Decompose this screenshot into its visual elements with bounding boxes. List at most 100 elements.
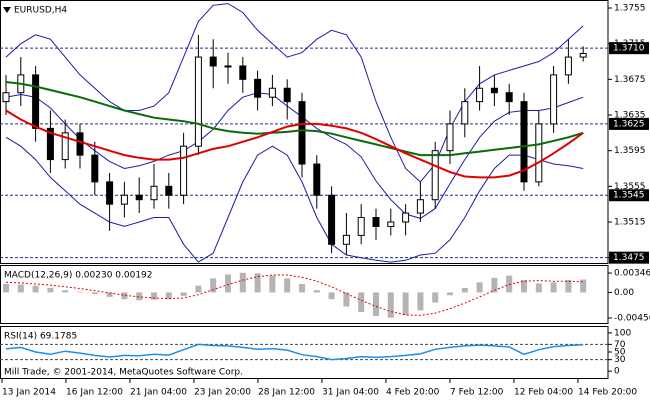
macd-bar [535,283,542,293]
macd-bar [521,280,527,293]
y-tick-label: 70 [614,340,626,350]
macd-title: MACD(12,26,9) 0.00230 0.00192 [4,271,153,281]
level-box [609,117,649,130]
candle-body [520,101,528,183]
chart-title: EURUSD,H4 [14,6,67,16]
y-tick-label: 1.3515 [614,217,646,227]
macd-bar [432,292,439,303]
x-tick-label: 31 Jan 04:00 [322,388,379,398]
candle-body [120,194,128,205]
macd-bar [461,287,468,293]
candle-body [328,194,336,245]
macd-bar [77,291,83,293]
macd-bar [17,284,24,293]
macd-bar [32,285,39,293]
macd-bar [195,285,202,293]
menu-arrow [3,7,11,13]
macd-bar [313,290,320,293]
x-tick-label: 16 Jan 12:00 [66,388,123,398]
level-label: 1.3545 [613,191,645,201]
macd-bar [491,277,498,293]
y-tick-label: 1.3675 [614,75,646,85]
candle-body [91,154,99,183]
candle-body [2,92,10,103]
y-tick-label: 50 [614,348,626,358]
moving-average [5,81,584,157]
candle-body [165,185,173,196]
panel-frame [0,265,609,324]
candle-body [446,123,454,152]
macd-bar [580,279,587,293]
candle-body [313,163,321,196]
moving-average [5,109,584,179]
candle-body [387,221,395,227]
macd-bar [121,292,128,300]
rsi-line [5,343,584,361]
macd-bar [254,273,261,293]
candle-body [106,181,114,205]
candle-body [490,87,498,94]
macd-bar [358,292,365,313]
y-tick-label: 100 [614,328,631,338]
macd-bar [343,292,350,307]
macd-bar [3,284,9,293]
macd-signal [5,274,584,316]
candle-body [194,56,202,147]
macd-bar [239,272,246,293]
candle-body [46,127,54,161]
candle-body [61,132,69,161]
candle-body [342,234,350,245]
x-tick-label: 23 Jan 20:00 [194,388,251,398]
candle-body [268,87,276,98]
level-box [609,189,649,202]
candle-body [150,185,158,201]
level-label: 1.3475 [613,253,645,263]
macd-bar [47,287,54,293]
x-tick-label: 13 Jan 2014 [2,388,56,398]
level-box [609,42,649,55]
y-tick-label: 1.3755 [614,4,646,14]
bollinger-lower [5,136,584,263]
macd-bar [269,275,276,293]
macd-bar [387,292,394,318]
x-tick-label: 21 Jan 04:00 [130,388,187,398]
candle-body [564,56,572,76]
macd-bar [506,275,513,293]
macd-bar [550,282,557,293]
candle-body [416,199,424,214]
y-tick-label: -0.00456 [614,314,650,324]
candle-body [402,212,410,223]
macd-bar [151,292,157,300]
y-tick-label: 0.00346 [614,269,650,279]
x-tick-label: 28 Jan 12:00 [258,388,315,398]
y-tick-label: 0 [614,367,620,377]
y-tick-label: 1.3555 [614,182,646,192]
candle-body [254,78,262,98]
x-tick-label: 4 Feb 20:00 [386,388,440,398]
level-label: 1.3710 [613,44,645,54]
candle-body [431,150,439,201]
x-tick-label: 7 Feb 12:00 [450,388,504,398]
y-tick-label: 1.3595 [614,146,646,156]
macd-bar [417,292,424,311]
macd-bar [106,292,113,297]
candle-body [135,194,143,201]
candle-body [476,87,484,103]
panel-frame [0,0,609,264]
level-box [609,251,649,264]
bollinger-upper [5,3,584,183]
macd-bar [565,280,572,293]
y-tick-label: 30 [614,355,626,365]
y-tick-label: 1.3635 [614,111,646,121]
candle-body [505,92,513,103]
candle-body [239,65,247,80]
macd-bar [447,292,453,296]
macd-bar [210,278,217,293]
macd-bar [165,292,172,300]
candle-body [224,65,232,68]
macd-bar [62,290,69,293]
macd-bar [328,292,335,300]
candle-body [32,74,40,129]
